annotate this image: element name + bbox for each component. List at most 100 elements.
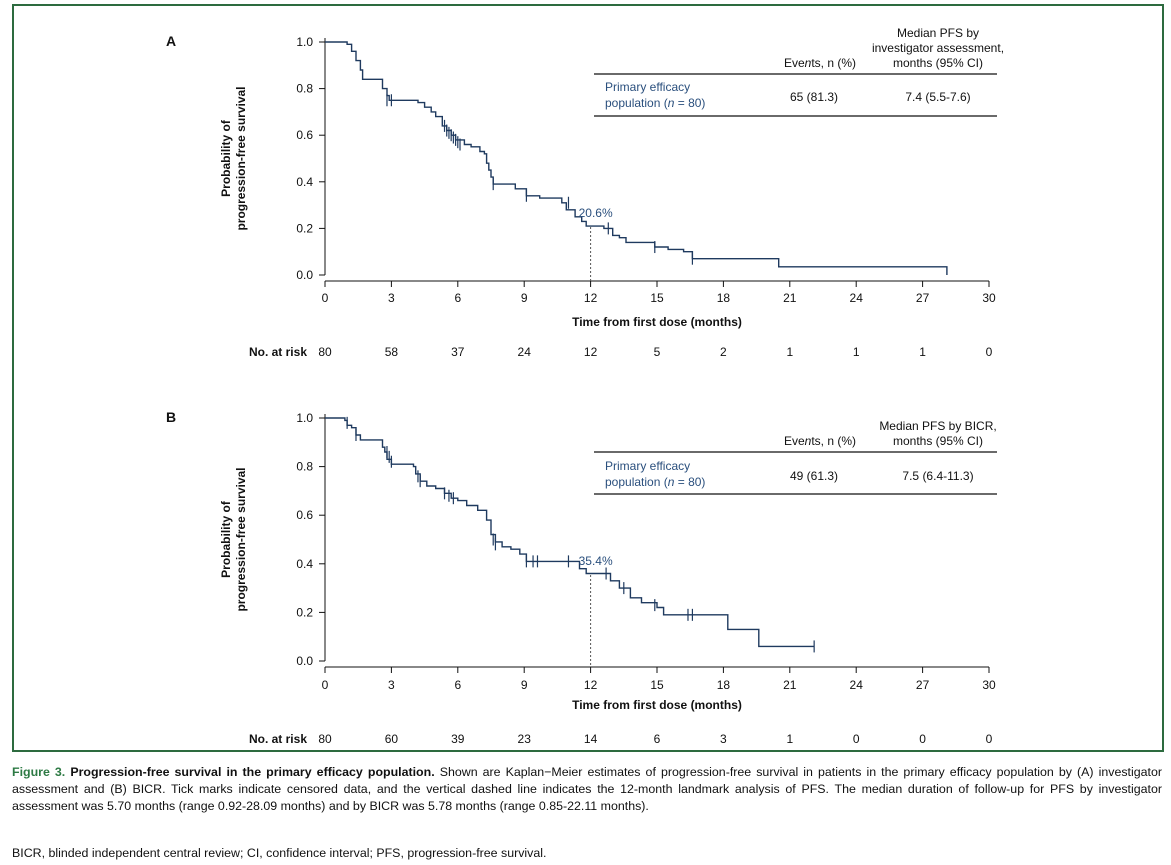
km-panel-b: B0.00.20.40.60.81.00 3 6 9 12 15 18 21 24 27 30Tim… [166,409,997,746]
x-tick-label: 24 [850,291,864,305]
y-axis-title: Probability ofprogression-free survival [219,467,248,611]
table-header-median: Median PFS by BICR, [879,419,996,433]
at-risk-count: 1 [853,345,860,359]
at-risk-count: 6 [654,732,661,746]
at-risk-count: 1 [786,732,793,746]
caption-figure-label: Figure 3. [12,765,66,779]
table-row-label: population (n = 80) [605,475,705,489]
x-tick-label: 21 [783,291,797,305]
y-axis-title-line: progression-free survival [234,86,248,230]
km-panel-a: A0.00.20.40.60.81.00 3 6 9 12 15 18 21 24 27 30Tim… [166,26,1004,359]
figure-caption: Figure 3. Progression-free survival in t… [12,764,1162,815]
at-risk-count: 0 [986,732,993,746]
at-risk-count: 0 [853,732,860,746]
at-risk-count: 0 [986,345,993,359]
x-tick-label: 3 [388,291,395,305]
x-tick-label: 9 [521,291,528,305]
caption-abbreviations: BICR, blinded independent central review… [12,846,547,860]
table-header-events-n: n [805,56,812,70]
at-risk-count: 80 [318,732,332,746]
table-header-median: investigator assessment, [872,41,1004,55]
at-risk-count: 1 [919,345,926,359]
x-tick-label: 18 [717,678,731,692]
table-value-events: 49 (61.3) [790,469,838,483]
x-tick-label: 15 [650,291,664,305]
panel-label: B [166,409,176,425]
y-axis-title-line: progression-free survival [234,467,248,611]
y-tick-label: 0.0 [296,654,313,668]
at-risk-count: 14 [584,732,598,746]
x-tick-label: 24 [850,678,864,692]
at-risk-count: 1 [786,345,793,359]
table-row-label-n: n [668,475,675,489]
y-tick-label: 0.2 [296,605,313,619]
y-tick-label: 1.0 [296,35,313,49]
landmark-label: 35.4% [579,554,613,568]
x-tick-label: 15 [650,678,664,692]
x-tick-label: 12 [584,678,598,692]
y-tick-label: 0.2 [296,221,313,235]
caption-title: Progression-free survival in the primary… [70,765,435,779]
at-risk-count: 12 [584,345,598,359]
x-tick-label: 0 [322,291,329,305]
table-value-median: 7.4 (5.5-7.6) [905,90,970,104]
x-tick-label: 3 [388,678,395,692]
at-risk-label: No. at risk [249,732,307,746]
at-risk-count: 0 [919,732,926,746]
table-row-label: population (n = 80) [605,96,705,110]
x-tick-label: 30 [982,291,996,305]
y-tick-label: 0.4 [296,557,313,571]
table-header-median: months (95% CI) [893,434,983,448]
table-header-median: months (95% CI) [893,56,983,70]
x-tick-label: 27 [916,291,930,305]
at-risk-count: 39 [451,732,465,746]
y-tick-label: 0.6 [296,508,313,522]
caption-body: Shown are Kaplan−Meier estimates of prog… [12,765,1162,813]
y-tick-label: 0.4 [296,175,313,189]
table-header-events-part: ts, n (%) [811,434,856,448]
y-axis-title-line: Probability of [219,119,233,197]
figure-frame [12,4,1164,752]
table-row-label-n: n [668,96,675,110]
y-tick-label: 0.8 [296,82,313,96]
table-header-events: Events, n (%) [784,434,856,448]
y-axis-title-line: Probability of [219,500,233,578]
table-header-median: Median PFS by [897,26,979,40]
table-row-label: Primary efficacy [605,459,690,473]
at-risk-count: 37 [451,345,465,359]
x-tick-label: 0 [322,678,329,692]
x-tick-label: 12 [584,291,598,305]
table-row-label-part: = 80) [674,96,705,110]
at-risk-label: No. at risk [249,345,307,359]
table-value-events: 65 (81.3) [790,90,838,104]
at-risk-count: 5 [654,345,661,359]
table-row-label: Primary efficacy [605,80,690,94]
km-curve [325,417,815,648]
panel-label: A [166,33,176,49]
km-curve [325,41,948,275]
table-row-label-part: population ( [605,475,668,489]
at-risk-count: 60 [385,732,399,746]
x-axis-title: Time from first dose (months) [572,315,742,329]
figure-canvas: A0.00.20.40.60.81.00 3 6 9 12 15 18 21 24 27 30Tim… [166,26,1004,746]
x-tick-label: 9 [521,678,528,692]
x-tick-label: 30 [982,678,996,692]
x-tick-label: 21 [783,678,797,692]
x-tick-label: 6 [454,678,461,692]
table-value-median: 7.5 (6.4-11.3) [902,469,973,483]
at-risk-count: 58 [385,345,399,359]
x-tick-label: 18 [717,291,731,305]
at-risk-count: 80 [318,345,332,359]
table-header-events: Events, n (%) [784,56,856,70]
at-risk-count: 3 [720,732,727,746]
y-axis-title: Probability ofprogression-free survival [219,86,248,230]
table-header-events-part: Eve [784,434,805,448]
y-tick-label: 0.6 [296,128,313,142]
at-risk-count: 2 [720,345,727,359]
y-tick-label: 1.0 [296,411,313,425]
table-header-events-part: ts, n (%) [811,56,856,70]
x-tick-label: 27 [916,678,930,692]
at-risk-count: 24 [518,345,532,359]
y-tick-label: 0.0 [296,268,313,282]
table-row-label-part: population ( [605,96,668,110]
